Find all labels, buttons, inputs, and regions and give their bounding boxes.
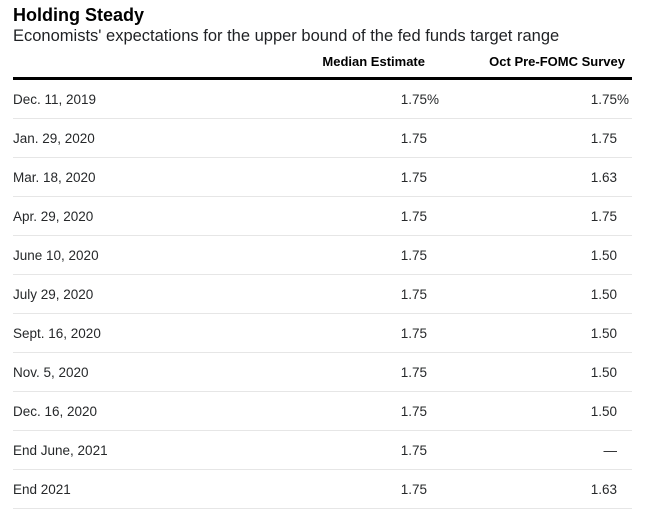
median-estimate-value: 1.75: [400, 442, 427, 458]
table-row: End June, 2021 1.75 —: [13, 431, 632, 470]
row-date-label: Jan. 29, 2020: [13, 130, 95, 146]
survey-cell: 1.50: [437, 364, 632, 381]
table-row: Dec. 11, 2019 1.75% 1.75%: [13, 80, 632, 119]
survey-value: 1.63: [590, 169, 617, 185]
percent-sign: %: [617, 91, 630, 107]
survey-cell: 1.63: [437, 481, 632, 498]
median-estimate-cell: 1.75: [277, 442, 437, 459]
median-estimate-cell: 1.75: [277, 130, 437, 147]
table-row: Mar. 18, 2020 1.75 1.63: [13, 158, 632, 197]
median-estimate-value: 1.75: [400, 364, 427, 380]
survey-cell: 1.50: [437, 247, 632, 264]
column-header-date-spacer: [13, 53, 277, 70]
survey-cell: 1.50: [437, 325, 632, 342]
median-estimate-cell: 1.75: [277, 481, 437, 498]
header-rule: [13, 77, 632, 80]
column-header-median-estimate: Median Estimate: [322, 54, 425, 69]
survey-value: —: [603, 442, 618, 458]
table-header-row: Median Estimate Oct Pre-FOMC Survey: [13, 53, 632, 70]
survey-cell: —: [437, 442, 632, 459]
median-estimate-cell: 1.75: [277, 169, 437, 186]
median-estimate-value: 1.75: [400, 130, 427, 146]
survey-cell: 1.75%: [437, 91, 632, 108]
median-estimate-cell: 1.75: [277, 325, 437, 342]
median-estimate-value: 1.75: [400, 91, 427, 107]
median-estimate-value: 1.75: [400, 325, 427, 341]
row-date-label: End June, 2021: [13, 442, 108, 458]
survey-value: 1.75: [590, 208, 617, 224]
row-date-label: Dec. 16, 2020: [13, 403, 98, 419]
table-row: Nov. 5, 2020 1.75 1.50: [13, 353, 632, 392]
table-row: Jan. 29, 2020 1.75 1.75: [13, 119, 632, 158]
row-date-label: End 2021: [13, 481, 71, 497]
survey-cell: 1.75: [437, 130, 632, 147]
survey-value: 1.50: [590, 325, 617, 341]
table-row: Sept. 16, 2020 1.75 1.50: [13, 314, 632, 353]
column-header-oct-pre-fomc-survey: Oct Pre-FOMC Survey: [489, 54, 625, 69]
survey-value: 1.50: [590, 403, 617, 419]
survey-value: 1.63: [590, 481, 617, 497]
survey-value: 1.75: [590, 130, 617, 146]
median-estimate-value: 1.75: [400, 286, 427, 302]
table-row: End 2021 1.75 1.63: [13, 470, 632, 509]
survey-value: 1.50: [590, 247, 617, 263]
table-row: July 29, 2020 1.75 1.50: [13, 275, 632, 314]
median-estimate-cell: 1.75: [277, 364, 437, 381]
row-date-label: June 10, 2020: [13, 247, 99, 263]
row-date-label: Mar. 18, 2020: [13, 169, 96, 185]
row-date-label: July 29, 2020: [13, 286, 94, 302]
row-date-label: Sept. 16, 2020: [13, 325, 101, 341]
median-estimate-cell: 1.75: [277, 247, 437, 264]
median-estimate-value: 1.75: [400, 247, 427, 263]
median-estimate-value: 1.75: [400, 208, 427, 224]
survey-cell: 1.50: [437, 286, 632, 303]
median-estimate-cell: 1.75: [277, 208, 437, 225]
table-row: Apr. 29, 2020 1.75 1.75: [13, 197, 632, 236]
survey-cell: 1.63: [437, 169, 632, 186]
median-estimate-cell: 1.75: [277, 403, 437, 420]
median-estimate-cell: 1.75%: [277, 91, 440, 108]
page-title: Holding Steady: [13, 5, 145, 25]
table-row: Dec. 16, 2020 1.75 1.50: [13, 392, 632, 431]
percent-sign: %: [427, 91, 440, 107]
median-estimate-value: 1.75: [400, 403, 427, 419]
row-date-label: Apr. 29, 2020: [13, 208, 94, 224]
median-estimate-cell: 1.75: [277, 286, 437, 303]
survey-cell: 1.50: [437, 403, 632, 420]
row-date-label: Nov. 5, 2020: [13, 364, 89, 380]
table-body: Dec. 11, 2019 1.75% 1.75% Jan. 29, 2020 …: [13, 80, 632, 509]
survey-value: 1.50: [590, 364, 617, 380]
row-date-label: Dec. 11, 2019: [13, 91, 97, 107]
survey-cell: 1.75: [437, 208, 632, 225]
table-row: June 10, 2020 1.75 1.50: [13, 236, 632, 275]
median-estimate-value: 1.75: [400, 169, 427, 185]
survey-value: 1.50: [590, 286, 617, 302]
survey-value: 1.75: [590, 91, 617, 107]
page-subtitle: Economists' expectations for the upper b…: [13, 27, 560, 45]
median-estimate-value: 1.75: [400, 481, 427, 497]
